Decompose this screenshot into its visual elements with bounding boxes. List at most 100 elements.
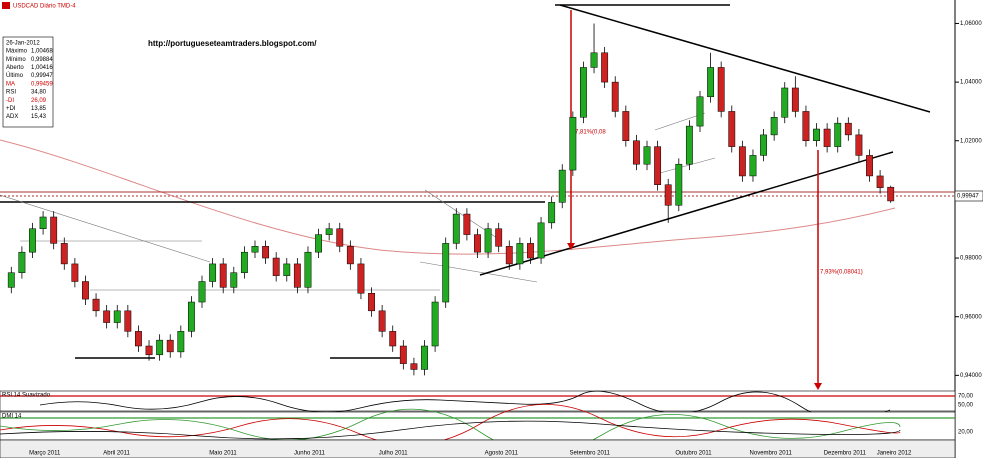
panel-frame — [0, 390, 956, 412]
url: http://portugueseteamtraders.blogspot.co… — [148, 39, 317, 48]
info-value: 26,09 — [31, 98, 47, 104]
candle-body — [368, 292, 375, 312]
x-tick-label: Setembro 2011 — [569, 451, 610, 457]
annotation: 7,93%(0,08041) — [820, 270, 863, 276]
x-tick-label: Junho 2011 — [294, 451, 326, 457]
x-tick-label: Outubro 2011 — [675, 451, 712, 457]
candle-body — [283, 263, 291, 276]
candle-body — [813, 128, 820, 142]
candle-body — [643, 146, 651, 165]
price-box — [954, 190, 983, 202]
dmi-panel: DMI 14 20,00 — [0, 404, 974, 454]
trend-line — [0, 194, 211, 263]
candle-body — [293, 263, 301, 288]
candle-body — [527, 243, 534, 259]
channel-line — [659, 157, 716, 174]
candle-body — [357, 263, 365, 294]
candle-body — [474, 234, 481, 253]
icon — [2, 2, 10, 9]
trend-line — [419, 261, 538, 283]
candle-body — [272, 257, 280, 276]
candle-body — [548, 202, 556, 224]
candle-body — [738, 146, 746, 177]
y-tick-label: 1,02000 — [960, 138, 982, 144]
y-tick-label: 0,96000 — [960, 314, 982, 320]
info-value: 0,99884 — [31, 57, 53, 63]
candle-body — [664, 184, 672, 206]
info-value: 0,99947 — [31, 73, 53, 79]
info-date: 26-Jan-2012 — [6, 41, 40, 47]
rsi-tick: 50,00 — [958, 403, 974, 409]
x-tick-label: Dezembro 2011 — [824, 451, 867, 457]
plus-di — [0, 408, 901, 454]
candle-body — [60, 243, 68, 265]
y-tick-label: 0,98000 — [960, 256, 982, 262]
candle-body — [219, 263, 227, 288]
candle-body — [537, 222, 545, 259]
candle-body — [844, 122, 852, 136]
info-label: ADX — [6, 114, 18, 120]
candle-body — [198, 281, 206, 303]
candle-body — [410, 363, 418, 370]
candle-body — [304, 251, 312, 288]
candle-body — [876, 175, 884, 188]
candle-body — [452, 213, 460, 244]
info-value: 34,80 — [31, 90, 47, 96]
candle-body — [82, 281, 89, 300]
candle-body — [717, 67, 725, 112]
candle-body — [791, 87, 799, 112]
candle-body — [251, 246, 259, 253]
candle-body — [760, 134, 767, 156]
candle-body — [516, 243, 524, 265]
candle-body — [654, 146, 662, 185]
candle-body — [7, 272, 15, 288]
x-tick-label: Julho 2011 — [379, 451, 409, 457]
candle-body — [156, 339, 164, 356]
candle-body — [866, 155, 873, 177]
adx — [0, 420, 901, 440]
candle-body — [39, 216, 47, 229]
candle-body — [823, 128, 831, 147]
candle-body — [145, 345, 153, 356]
candle-body — [399, 345, 407, 364]
info-panel — [2, 36, 54, 128]
candle-body — [230, 272, 238, 288]
info-label: -DI — [6, 98, 14, 104]
candle-body — [484, 228, 492, 253]
x-tick-label: Março 2011 — [29, 451, 61, 457]
info-value: 15,43 — [31, 114, 47, 120]
info-label: MA — [6, 81, 15, 87]
rsi-tick: 70,00 — [958, 394, 974, 400]
candle-body — [770, 117, 778, 136]
candle-body — [601, 52, 609, 83]
candle-body — [240, 251, 248, 273]
candle-body — [675, 163, 683, 206]
candle-body — [92, 298, 100, 312]
candle-body — [685, 125, 693, 165]
candle-body — [71, 263, 79, 282]
candle-body — [505, 246, 513, 265]
candle-body — [262, 246, 270, 259]
info-label: Máximo — [6, 49, 28, 55]
candle-body — [346, 246, 354, 265]
price-label: 0,99947 — [957, 194, 979, 200]
arrow-head — [814, 383, 822, 390]
candle-body — [707, 67, 715, 98]
info-value: 1,00416 — [31, 65, 53, 71]
moving-average — [0, 139, 896, 255]
info-label: Último — [6, 72, 24, 79]
candle-body — [113, 310, 121, 323]
info-label: RSI — [6, 90, 16, 96]
annotation: 7,81%(0,08 — [575, 130, 606, 136]
arrow-head — [567, 243, 575, 250]
info-value: 13,85 — [31, 106, 47, 112]
candle-body — [389, 331, 397, 347]
rsi-panel: RSI 14 Suavizado 70,00 50,00 — [0, 390, 974, 421]
info-label: Aberto — [6, 65, 24, 71]
info-value: 0,99459 — [31, 81, 53, 87]
candle-body — [590, 52, 598, 68]
candle-body — [431, 301, 439, 347]
candle-body — [421, 345, 428, 370]
candle-body — [315, 234, 322, 253]
candle-body — [802, 111, 810, 142]
